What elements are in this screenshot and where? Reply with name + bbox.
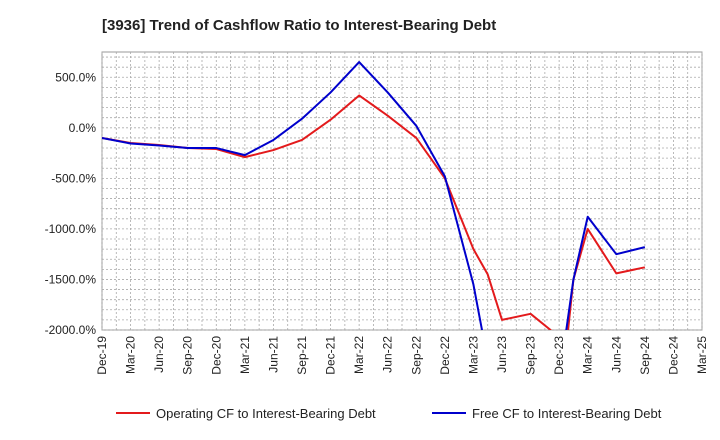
- legend-label: Free CF to Interest-Bearing Debt: [472, 406, 662, 421]
- x-tick-label: Sep-21: [295, 336, 309, 375]
- y-tick-label: -2000.0%: [45, 323, 97, 337]
- y-tick-label: 500.0%: [55, 70, 96, 84]
- y-tick-label: -1000.0%: [45, 222, 97, 236]
- y-tick-label: -500.0%: [51, 171, 96, 185]
- series-line-free-cf: [102, 61, 646, 330]
- x-tick-label: Mar-20: [124, 336, 138, 374]
- x-tick-label: Dec-21: [324, 336, 338, 375]
- grid: [101, 51, 703, 331]
- x-tick-label: Jun-20: [152, 336, 166, 373]
- x-tick-label: Jun-22: [381, 336, 395, 373]
- x-tick-label: Dec-22: [438, 336, 452, 375]
- legend-item: Free CF to Interest-Bearing Debt: [432, 406, 662, 421]
- x-tick-label: Jun-23: [495, 336, 509, 373]
- x-axis-ticks: Dec-19 Mar-20 Jun-20 Sep-20 Dec-20 Mar-21 Jun-…: [95, 336, 709, 375]
- legend: Operating CF to Interest-Bearing Debt Fre…: [116, 406, 662, 421]
- chart-title: [3936] Trend of Cashflow Ratio to Intere…: [102, 17, 496, 34]
- plot-area: [102, 61, 646, 330]
- x-tick-label: Sep-23: [524, 336, 538, 375]
- x-tick-label: Mar-23: [466, 336, 480, 374]
- x-tick-label: Dec-19: [95, 336, 109, 375]
- x-tick-label: Sep-24: [638, 336, 652, 375]
- y-tick-label: 0.0%: [69, 121, 97, 135]
- x-tick-label: Dec-20: [209, 336, 223, 375]
- x-tick-label: Mar-22: [352, 336, 366, 374]
- x-tick-label: Mar-25: [695, 336, 709, 374]
- x-tick-label: Dec-24: [666, 336, 680, 375]
- y-axis-ticks: 500.0% 0.0% -500.0% -1000.0% -1500.0% -2000.0…: [45, 70, 97, 337]
- x-tick-label: Jun-21: [266, 336, 280, 373]
- x-tick-label: Mar-24: [581, 336, 595, 374]
- legend-item: Operating CF to Interest-Bearing Debt: [116, 406, 376, 421]
- legend-label: Operating CF to Interest-Bearing Debt: [156, 406, 376, 421]
- x-tick-label: Mar-21: [238, 336, 252, 374]
- x-tick-label: Sep-22: [409, 336, 423, 375]
- x-tick-label: Jun-24: [609, 336, 623, 373]
- x-tick-label: Sep-20: [181, 336, 195, 375]
- y-tick-label: -1500.0%: [45, 272, 97, 286]
- x-tick-label: Dec-23: [552, 336, 566, 375]
- plot-frame: [101, 51, 703, 331]
